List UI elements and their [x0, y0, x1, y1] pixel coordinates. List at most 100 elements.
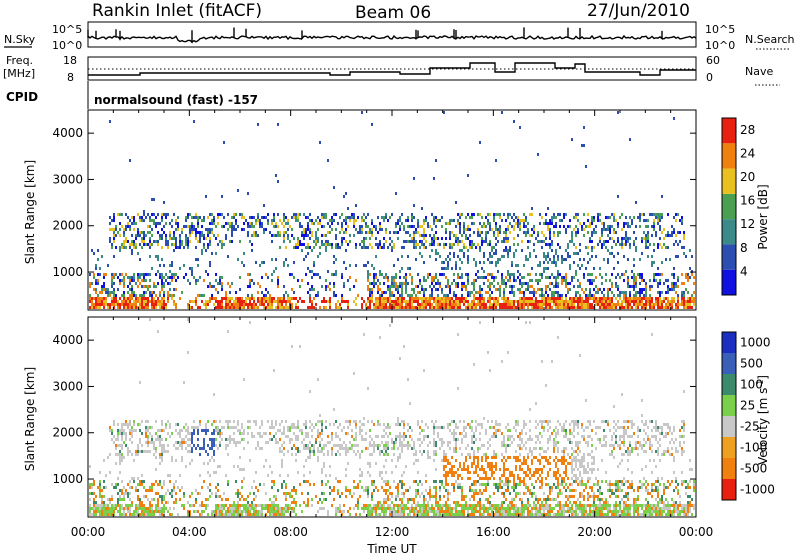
power-scatter-cell [531, 234, 533, 237]
power-scatter-cell [587, 231, 589, 234]
vel-scatter-cell [161, 501, 163, 504]
power-scatter-cell [267, 300, 269, 303]
vel-scatter-cell [365, 507, 367, 510]
vel-scatter-cell [243, 468, 245, 471]
vel-scatter-cell [331, 453, 333, 456]
vel-scatter-cell [359, 426, 361, 429]
power-scatter-cell [167, 213, 169, 216]
vel-scatter-cell [163, 498, 165, 501]
power-scatter-cell [545, 300, 547, 303]
power-scatter-cell [577, 297, 579, 300]
power-scatter-cell [333, 255, 335, 258]
power-scatter-cell [421, 255, 423, 258]
power-scatter-cell [591, 222, 593, 225]
vel-scatter-cell [367, 387, 369, 390]
power-scatter-cell [375, 273, 377, 276]
power-scatter-cell [553, 261, 555, 264]
vel-scatter-cell [161, 438, 163, 441]
power-scatter-cell [513, 291, 515, 294]
vel-scatter-cell [141, 444, 143, 447]
vel-scatter-cell [141, 420, 143, 423]
power-scatter-cell [227, 228, 229, 231]
power-scatter-cell [389, 297, 391, 300]
vel-scatter-cell [381, 450, 383, 453]
vel-scatter-cell [121, 504, 123, 507]
vel-scatter-cell [345, 486, 347, 489]
vel-scatter-cell [111, 429, 113, 432]
power-scatter-cell [291, 303, 293, 306]
power-scatter-cell [151, 294, 153, 297]
vel-scatter-cell [297, 420, 299, 423]
power-scatter-cell [373, 303, 375, 306]
vel-scatter-cell [127, 507, 129, 510]
power-scatter-cell [319, 276, 321, 279]
vel-scatter-cell [337, 444, 339, 447]
vel-scatter-cell [389, 492, 391, 495]
vel-scatter-cell [367, 489, 369, 492]
power-scatter-cell [499, 213, 501, 216]
power-scatter-cell [667, 288, 669, 291]
power-scatter-cell [423, 243, 425, 246]
vel-scatter-cell [123, 513, 125, 516]
power-scatter-cell [347, 306, 349, 309]
power-scatter-cell [505, 282, 507, 285]
power-scatter-cell [111, 285, 113, 288]
vel-scatter-cell [137, 477, 139, 480]
power-scatter-cell [639, 303, 641, 306]
power-scatter-cell [187, 237, 189, 240]
power-scatter-cell [451, 303, 453, 306]
power-scatter-cell [659, 291, 661, 294]
power-scatter-cell [141, 279, 143, 282]
power-scatter-cell [693, 300, 695, 303]
vel-scatter-cell [115, 462, 117, 465]
vel-scatter-cell [399, 432, 401, 435]
power-scatter-cell [537, 264, 539, 267]
power-scatter-cell [157, 213, 159, 216]
power-scatter-cell [595, 231, 597, 234]
power-ytick-label-4000: 4000 [52, 126, 83, 140]
power-scatter-cell [153, 303, 155, 306]
vel-scatter-cell [371, 498, 373, 501]
power-scatter-cell [515, 279, 517, 282]
vel-scatter-cell [223, 507, 225, 510]
vel-scatter-cell [253, 504, 255, 507]
vel-scatter-cell [361, 423, 363, 426]
power-scatter-cell [323, 300, 325, 303]
power-scatter-cell [559, 297, 561, 300]
power-scatter-cell [293, 237, 295, 240]
power-scatter-cell [375, 225, 377, 228]
power-scatter-cell [229, 291, 231, 294]
power-scatter-cell [667, 234, 669, 237]
power-scatter-cell [211, 231, 213, 234]
vel-scatter-cell [259, 426, 261, 429]
power-scatter-cell [423, 276, 425, 279]
power-scatter-cell [349, 216, 351, 219]
power-scatter-cell [565, 276, 567, 279]
vel-scatter-cell [125, 444, 127, 447]
power-scatter-cell [417, 225, 419, 228]
power-scatter-cell [197, 279, 199, 282]
power-scatter-cell [165, 306, 167, 309]
power-scatter-cell [89, 294, 91, 297]
power-scatter-cell [649, 306, 651, 309]
vel-scatter-cell [219, 435, 221, 438]
power-scatter-cell [405, 219, 407, 222]
power-scatter-cell [585, 225, 587, 228]
vel-scatter-cell [225, 474, 227, 477]
power-scatter-cell [213, 285, 215, 288]
power-scatter-cell [459, 231, 461, 234]
vel-scatter-cell [269, 498, 271, 501]
vel-scatter-cell [153, 510, 155, 513]
power-scatter-cell [159, 237, 161, 240]
power-scatter-cell [345, 228, 347, 231]
vel-scatter-cell [159, 435, 161, 438]
power-scatter-cell [117, 306, 119, 309]
power-scatter-cell [131, 291, 133, 294]
vel-scatter-cell [205, 426, 207, 429]
power-scatter-cell [143, 240, 145, 243]
power-scatter-cell [167, 297, 169, 300]
power-scatter-cell [155, 306, 157, 309]
power-scatter-cell [133, 306, 135, 309]
power-scatter-cell [455, 306, 457, 309]
vel-scatter-cell [165, 438, 167, 441]
